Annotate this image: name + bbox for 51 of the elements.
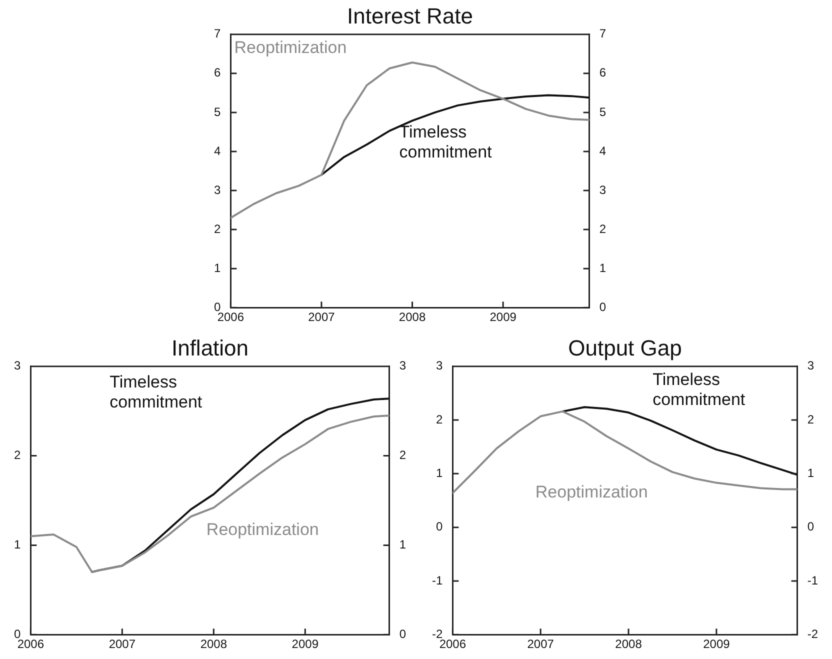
y-tick-label: 3 (214, 182, 221, 197)
y2-tick-label: 1 (399, 538, 406, 552)
y2-tick-label: 2 (807, 412, 814, 426)
y2-tick-label: 0 (599, 300, 606, 314)
y2-tick-label: 0 (807, 520, 814, 534)
series-label: Timeless commitment (652, 370, 746, 409)
y-tick-label: -1 (432, 573, 443, 588)
x-tick-label: 2008 (398, 310, 426, 324)
y2-tick-label: 1 (599, 260, 606, 275)
chart-title: Output Gap (568, 335, 682, 360)
y2-tick-label: -2 (807, 626, 818, 641)
series-label: Timeless commitment (399, 122, 492, 162)
chart-title: Interest Rate (347, 3, 473, 28)
x-tick-label: 2009 (703, 637, 730, 652)
y-tick-label: 7 (214, 26, 221, 41)
y2-tick-label: 1 (807, 466, 814, 480)
y2-tick-label: 3 (807, 358, 814, 373)
y2-tick-label: 0 (399, 626, 406, 641)
y-tick-label: 1 (436, 466, 443, 480)
series-label: Reoptimization (206, 520, 319, 540)
x-tick-label: 2007 (527, 637, 554, 652)
x-tick-label: 2008 (615, 637, 642, 652)
x-tick-label: 2007 (308, 310, 336, 324)
y2-tick-label: 7 (599, 26, 606, 41)
y2-tick-label: 3 (599, 182, 606, 197)
y2-tick-label: 4 (599, 144, 606, 158)
y-tick-label: 2 (214, 222, 221, 236)
y2-tick-label: 3 (399, 358, 406, 373)
y-tick-label: 2 (14, 448, 21, 462)
y-tick-label: 2 (436, 412, 443, 426)
y-tick-label: 0 (436, 520, 443, 534)
series-label: Reoptimization (535, 482, 648, 502)
x-tick-label: 2007 (108, 637, 136, 652)
y-tick-label: 1 (214, 260, 221, 275)
text: Reoptimization (234, 38, 347, 58)
y2-tick-label: 2 (599, 222, 606, 236)
y-tick-label: 6 (214, 66, 221, 80)
y-tick-label: 3 (436, 358, 443, 373)
y-tick-label: 5 (214, 104, 221, 119)
x-tick-label: 2009 (292, 637, 319, 652)
y2-tick-label: 6 (599, 66, 606, 80)
y2-tick-label: -1 (807, 573, 818, 588)
text: Timeless commitment (110, 372, 202, 412)
y-tick-label: 1 (14, 538, 21, 552)
chart-title: Inflation (171, 335, 249, 360)
x-tick-label: 2008 (200, 637, 228, 652)
x-tick-label: 2009 (490, 310, 517, 324)
y-tick-label: 3 (14, 358, 21, 373)
y2-tick-label: 2 (399, 448, 406, 462)
y2-tick-label: 5 (599, 104, 606, 119)
y-tick-label: 4 (214, 144, 221, 158)
